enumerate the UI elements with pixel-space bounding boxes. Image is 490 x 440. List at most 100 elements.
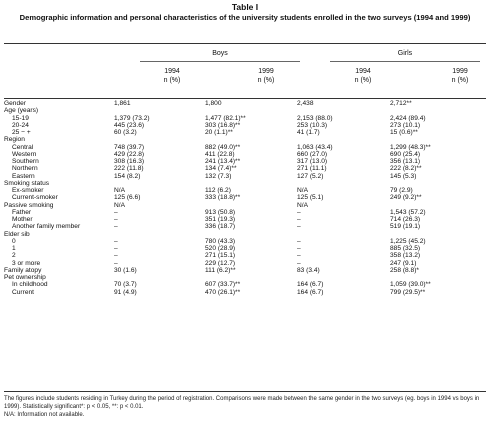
cell-boys-1994: – bbox=[114, 223, 118, 231]
cell-girls-1999 bbox=[390, 107, 486, 114]
column-year: 1994 bbox=[164, 68, 180, 75]
cell-boys-1994: N/A bbox=[114, 187, 125, 195]
footnote-na: N/A: Information not available. bbox=[4, 412, 85, 418]
cell-boys-1999: 134 (7.4)** bbox=[205, 165, 237, 173]
table-row: Region bbox=[4, 136, 486, 143]
cell-boys-1999: 333 (18.8)** bbox=[205, 194, 241, 202]
table-row: Pet ownership bbox=[4, 274, 486, 281]
cell-girls-1999: 222 (8.2)** bbox=[390, 165, 422, 173]
table-row: In childhood 70 (3.7) 607 (33.7)** 164 (6.7… bbox=[4, 281, 486, 288]
cell-girls-1994: 41 (1.7) bbox=[297, 129, 320, 137]
cell-girls-1994: 125 (5.1) bbox=[297, 194, 324, 202]
cell-girls-1999: 1,225 (45.2) bbox=[390, 237, 426, 245]
table-row: Northern 222 (11.8) 134 (7.4)** 271 (11.1) 2… bbox=[4, 165, 486, 172]
column-unit: n (%) bbox=[451, 76, 469, 84]
table-row: Age (years) bbox=[4, 107, 486, 114]
row-label: Eastern bbox=[12, 172, 35, 180]
row-label: Northern bbox=[12, 165, 38, 173]
footnote: The figures include students residing in… bbox=[4, 395, 486, 419]
column-header-boys-1999: 1999 n (%) bbox=[246, 68, 286, 85]
cell-girls-1999: 1,059 (39.0)** bbox=[390, 281, 431, 289]
row-label: Current bbox=[12, 288, 34, 296]
cell-boys-1994 bbox=[114, 136, 205, 143]
cell-boys-1994 bbox=[114, 107, 205, 114]
cell-girls-1994: – bbox=[297, 259, 301, 267]
row-label: Gender bbox=[4, 100, 26, 108]
cell-girls-1999 bbox=[390, 202, 486, 209]
table-row: Southern 308 (16.3) 241 (13.4)** 317 (13.0)… bbox=[4, 158, 486, 165]
table-row: 25 − + 60 (3.2) 20 (1.1)** 41 (1.7) 15 (0.6)… bbox=[4, 129, 486, 136]
cell-boys-1999: 303 (16.8)** bbox=[205, 121, 241, 129]
cell-girls-1999: 799 (29.5)** bbox=[390, 288, 426, 296]
cell-boys-1999: 882 (49.0)** bbox=[205, 143, 241, 151]
cell-girls-1999 bbox=[390, 180, 486, 187]
row-label: 20-24 bbox=[12, 121, 29, 129]
column-year: 1999 bbox=[258, 68, 274, 75]
column-year: 1999 bbox=[452, 68, 468, 75]
cell-boys-1999: 607 (33.7)** bbox=[205, 281, 241, 289]
cell-boys-1994: 1,379 (73.2) bbox=[114, 114, 150, 122]
column-header-girls-1994: 1994 n (%) bbox=[343, 68, 383, 85]
cell-boys-1999 bbox=[205, 274, 297, 281]
row-label: Central bbox=[12, 143, 34, 151]
row-label: Southern bbox=[12, 158, 39, 166]
row-label: Pet ownership bbox=[4, 274, 46, 282]
cell-girls-1999: 358 (13.2) bbox=[390, 252, 421, 260]
cell-girls-1994: 253 (10.3) bbox=[297, 121, 328, 129]
row-label: 15-19 bbox=[12, 114, 29, 122]
cell-boys-1999 bbox=[205, 180, 297, 187]
cell-boys-1999: 1,477 (82.1)** bbox=[205, 114, 246, 122]
column-header-girls-1999: 1999 n (%) bbox=[440, 68, 480, 85]
cell-girls-1994: – bbox=[297, 252, 301, 260]
cell-boys-1994: 70 (3.7) bbox=[114, 281, 137, 289]
table-row: Family atopy 30 (1.6) 111 (6.2)** 83 (3.4) 2… bbox=[4, 267, 486, 274]
cell-girls-1994: N/A bbox=[297, 201, 308, 209]
cell-girls-1999: 714 (26.3) bbox=[390, 216, 421, 224]
table-row: Gender 1,861 1,800 2,438 2,712** bbox=[4, 100, 486, 107]
table-caption: Demographic information and personal cha… bbox=[19, 13, 471, 22]
cell-girls-1994: 271 (11.1) bbox=[297, 165, 327, 173]
table-row: Western 429 (22.8) 411 (22.8) 660 (27.0) 690… bbox=[4, 151, 486, 158]
row-label: Smoking status bbox=[4, 179, 50, 187]
table-row: Smoking status bbox=[4, 180, 486, 187]
cell-boys-1994: – bbox=[114, 252, 118, 260]
column-unit: n (%) bbox=[354, 76, 372, 84]
group-header-boys: Boys bbox=[212, 50, 228, 57]
bottom-rule bbox=[4, 391, 486, 392]
cell-boys-1994: 30 (1.6) bbox=[114, 266, 137, 274]
cell-girls-1994: 2,438 bbox=[297, 100, 314, 108]
row-label: Ex-smoker bbox=[12, 187, 44, 195]
row-label: Elder sib bbox=[4, 230, 30, 238]
cell-girls-1999: 690 (25.4) bbox=[390, 150, 421, 158]
column-unit: n (%) bbox=[257, 76, 275, 84]
cell-boys-1999 bbox=[205, 136, 297, 143]
cell-boys-1994: 445 (23.6) bbox=[114, 121, 145, 129]
cell-boys-1999: 913 (50.8) bbox=[205, 208, 236, 216]
cell-boys-1999: 112 (6.2) bbox=[205, 187, 231, 195]
cell-girls-1999 bbox=[390, 136, 486, 143]
cell-girls-1999: 258 (8.8)* bbox=[390, 266, 419, 274]
table-label: Table I bbox=[231, 2, 259, 12]
cell-boys-1994: – bbox=[114, 259, 118, 267]
cell-girls-1994: – bbox=[297, 216, 301, 224]
cell-boys-1994: – bbox=[114, 208, 118, 216]
table-row: Eastern 154 (8.2) 132 (7.3) 127 (5.2) 145 (5… bbox=[4, 173, 486, 180]
table-row: Another family member – 336 (18.7) – 519 (19… bbox=[4, 223, 486, 230]
table-row: Current-smoker 125 (6.6) 333 (18.8)** 125 (… bbox=[4, 194, 486, 201]
cell-girls-1994: 317 (13.0) bbox=[297, 158, 328, 166]
cell-girls-1994 bbox=[297, 274, 390, 281]
row-label: 1 bbox=[12, 245, 16, 253]
cell-girls-1994 bbox=[297, 136, 390, 143]
cell-boys-1999: 1,800 bbox=[205, 100, 222, 108]
data-table-body: Gender 1,861 1,800 2,438 2,712** Age (years) 1… bbox=[4, 100, 486, 296]
cell-boys-1994 bbox=[114, 231, 205, 238]
cell-boys-1999 bbox=[205, 202, 297, 209]
row-label: Region bbox=[4, 136, 25, 144]
cell-girls-1999 bbox=[390, 231, 486, 238]
cell-boys-1994: 308 (16.3) bbox=[114, 158, 145, 166]
row-label: Current-smoker bbox=[12, 194, 58, 202]
row-label: 0 bbox=[12, 237, 16, 245]
top-rule bbox=[4, 43, 486, 44]
cell-boys-1994: 748 (39.7) bbox=[114, 143, 145, 151]
cell-girls-1994: 1,063 (43.4) bbox=[297, 143, 333, 151]
